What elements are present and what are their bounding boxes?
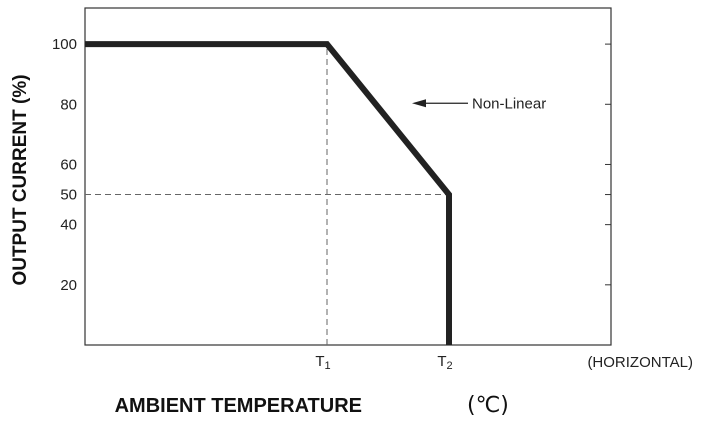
x-tick-label: T1 xyxy=(315,353,330,372)
x-axis-ticks: T1 T2 xyxy=(315,353,452,372)
series-group xyxy=(85,41,452,345)
x-axis-title: AMBIENT TEMPERATURE xyxy=(115,395,362,417)
annotation-arrowhead xyxy=(412,99,426,108)
annotation-group: Non-Linear xyxy=(412,95,546,112)
x-axis-unit: (℃) xyxy=(467,393,509,418)
y-axis-title: OUTPUT CURRENT (%) xyxy=(10,74,31,285)
plot-frame xyxy=(84,7,612,346)
y-tick-label: 60 xyxy=(60,156,77,173)
reference-lines xyxy=(85,44,449,345)
x-tick-label: T2 xyxy=(437,353,452,372)
y-tick-label: 50 xyxy=(60,187,77,204)
y-tick-label: 80 xyxy=(60,96,77,113)
series-line xyxy=(85,41,452,345)
x-axis-note: (HORIZONTAL) xyxy=(587,354,693,371)
annotation-label: Non-Linear xyxy=(472,95,546,112)
y-tick-label: 20 xyxy=(60,277,77,294)
y-axis-ticks: 100 80 60 50 40 20 xyxy=(52,36,611,294)
y-tick-label: 100 xyxy=(52,36,77,53)
y-tick-label: 40 xyxy=(60,217,77,234)
